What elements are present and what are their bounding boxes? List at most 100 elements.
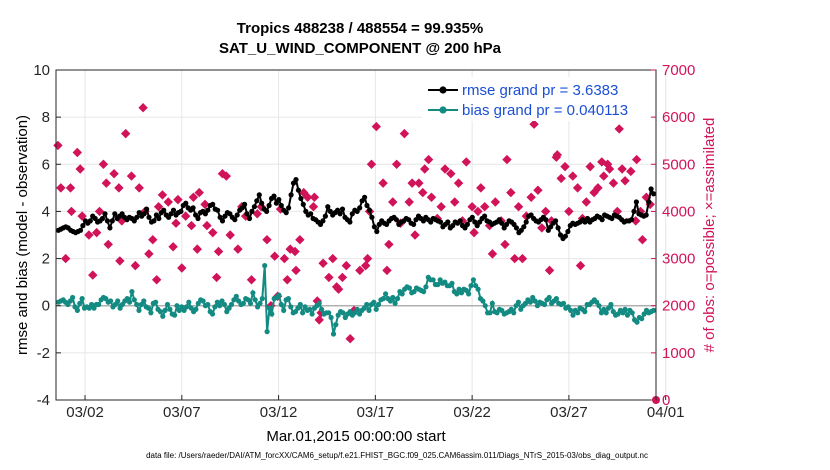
- rmse-point: [112, 211, 118, 217]
- obs-count-marker: [480, 202, 490, 212]
- obs-count-marker: [423, 154, 434, 165]
- bias-point: [333, 322, 339, 328]
- obs-count-marker: [506, 187, 516, 198]
- bias-point: [278, 301, 284, 308]
- bias-point: [326, 310, 332, 316]
- rmse-point: [347, 219, 353, 225]
- rmse-point: [543, 217, 549, 223]
- rmse-point: [215, 207, 221, 213]
- bias-point: [209, 311, 216, 317]
- rmse-point: [141, 211, 147, 217]
- obs-count-marker: [572, 183, 583, 193]
- bias-point: [328, 314, 334, 321]
- bias-point: [394, 296, 401, 302]
- obs-count-marker: [291, 265, 301, 276]
- obs-count-marker: [426, 192, 437, 202]
- bias-point: [153, 299, 159, 305]
- footer-data-file: data file: /Users/raeder/DAI/ATM_forcXX/…: [146, 451, 648, 460]
- obs-count-marker: [382, 265, 392, 276]
- bias-point: [300, 310, 306, 316]
- bias-point: [259, 296, 265, 302]
- obs-count-marker: [120, 128, 131, 139]
- bias-point: [264, 329, 270, 335]
- rmse-point: [374, 228, 380, 235]
- legend-rmse-label: rmse grand pr = 3.6383: [462, 82, 618, 99]
- rmse-point: [562, 233, 569, 239]
- rmse-point: [628, 217, 635, 223]
- obs-count-marker: [180, 211, 191, 221]
- rmse-point: [80, 223, 86, 229]
- obs-count-marker: [355, 265, 365, 276]
- obs-count-marker: [282, 275, 292, 285]
- bias-point: [74, 307, 80, 313]
- rmse-point: [633, 199, 640, 205]
- bias-point: [205, 301, 211, 308]
- rmse-point: [249, 208, 255, 214]
- obs-count-marker: [360, 260, 371, 271]
- rmse-point: [357, 205, 363, 211]
- obs-count-marker: [309, 192, 320, 202]
- rmse-point: [195, 215, 201, 222]
- rmse-point: [631, 208, 637, 214]
- y-tick-label: 2: [42, 251, 50, 268]
- obs-count-marker: [114, 183, 124, 193]
- rmse-point: [87, 218, 93, 224]
- bias-point: [371, 299, 377, 305]
- obs-count-marker: [171, 218, 181, 228]
- obs-count-marker: [88, 270, 98, 280]
- rmse-point: [134, 214, 140, 220]
- plot-area: [53, 69, 667, 404]
- obs-count-marker: [544, 265, 555, 276]
- obs-count-marker: [500, 239, 510, 250]
- bias-point: [553, 296, 560, 302]
- rmse-point: [107, 225, 113, 231]
- rmse-point: [264, 208, 270, 214]
- obs-count-marker: [290, 246, 300, 257]
- bias-point: [622, 306, 628, 312]
- obs-count-marker: [378, 178, 388, 188]
- rmse-point: [283, 210, 289, 216]
- obs-count-marker: [617, 164, 627, 174]
- rmse-point: [298, 195, 304, 202]
- bias-point: [634, 319, 640, 325]
- bias-point: [575, 310, 581, 316]
- rmse-point: [651, 191, 657, 197]
- bias-point: [541, 301, 548, 308]
- bias-point: [172, 312, 178, 318]
- rmse-point: [411, 221, 417, 227]
- obs-count-marker: [262, 235, 272, 245]
- rmse-point: [254, 198, 260, 204]
- obs-count-marker: [333, 284, 344, 294]
- obs-count-marker: [151, 275, 162, 285]
- obs-count-marker: [414, 178, 424, 188]
- rmse-point: [242, 201, 248, 207]
- chart-subtitle: SAT_U_WIND_COMPONENT @ 200 hPa: [219, 40, 502, 57]
- obs-count-marker: [168, 242, 178, 252]
- obs-count-marker: [599, 171, 609, 181]
- rmse-point: [210, 201, 216, 207]
- bias-point: [340, 310, 346, 316]
- obs-count-marker: [138, 103, 148, 113]
- rmse-point: [244, 211, 250, 217]
- rmse-point: [339, 206, 346, 212]
- obs-count-marker: [153, 202, 164, 212]
- bias-point: [134, 301, 140, 308]
- obs-count-marker: [366, 159, 377, 169]
- rmse-point: [156, 215, 162, 222]
- obs-count-marker: [604, 164, 615, 174]
- rmse-point: [337, 211, 343, 217]
- obs-count-marker: [101, 178, 112, 188]
- bias-point: [247, 300, 254, 306]
- bias-point: [131, 297, 137, 303]
- obs-count-marker: [314, 315, 324, 325]
- bias-point: [233, 293, 239, 299]
- obs-count-marker: [75, 164, 85, 174]
- y-tick-label: 0: [42, 298, 50, 315]
- rmse-point: [170, 207, 177, 213]
- bias-point: [281, 307, 287, 313]
- obs-count-marker: [614, 124, 624, 134]
- obs-count-marker: [60, 253, 71, 264]
- rmse-point: [565, 228, 571, 235]
- obs-count-marker: [109, 169, 119, 179]
